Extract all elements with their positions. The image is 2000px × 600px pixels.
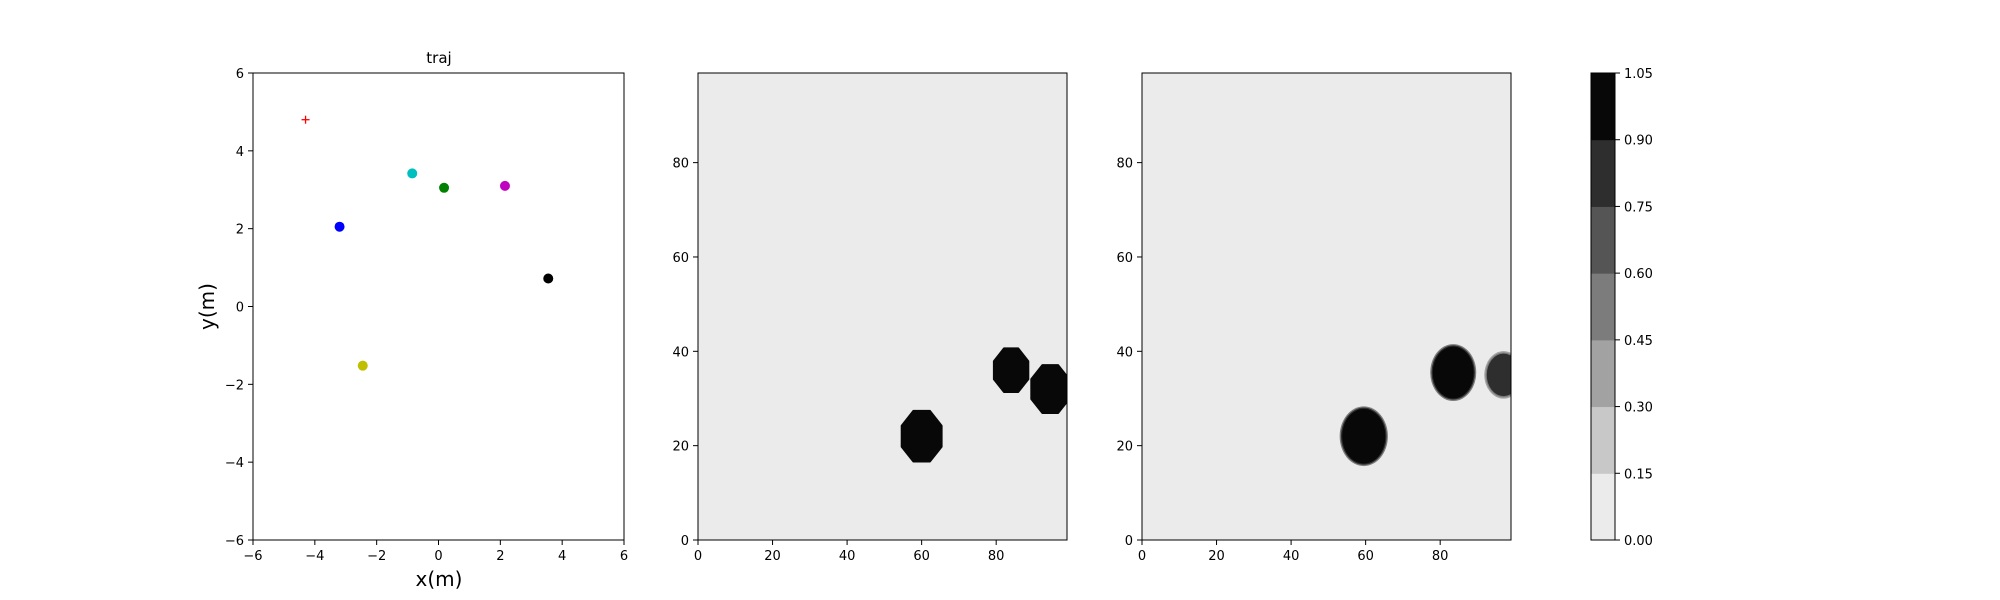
y-axis-ticks: 0 20 40 60 80	[1116, 157, 1142, 549]
colorbar-tick-label: 0.60	[1624, 267, 1653, 282]
occupancy-map-right: 0 20 40 60 80 0 20 40 60 80	[1116, 72, 1512, 564]
x-tick-label: 0	[1138, 549, 1146, 564]
y-tick-label: 80	[672, 157, 689, 172]
x-axis-label: x(m)	[416, 567, 463, 591]
heatmap-blob	[992, 347, 1030, 393]
plot-frame	[1141, 72, 1512, 541]
heatmap-blob	[1339, 406, 1388, 467]
colorbar-tick-label: 0.15	[1624, 467, 1653, 482]
y-tick-label: 4	[236, 145, 244, 160]
start-marker	[301, 115, 310, 124]
x-tick-label: 0	[434, 549, 442, 564]
y-tick-label: 20	[1116, 440, 1133, 455]
data-point	[357, 360, 368, 371]
y-tick-label: 20	[672, 440, 689, 455]
colorbar-level	[1591, 206, 1615, 274]
data-point	[334, 221, 345, 232]
x-tick-label: 4	[558, 549, 566, 564]
colorbar-tick-label: 0.45	[1624, 334, 1653, 349]
colorbar-levels	[1591, 73, 1615, 541]
colorbar-level	[1591, 406, 1615, 474]
x-axis-ticks: 0 20 40 60 80	[1138, 540, 1449, 564]
y-tick-label: 0	[1125, 534, 1133, 549]
colorbar-tick-label: 1.05	[1624, 67, 1653, 82]
x-tick-label: 40	[1283, 549, 1300, 564]
x-tick-label: 40	[839, 549, 856, 564]
data-point	[499, 180, 510, 191]
colorbar-tick-label: 0.00	[1624, 534, 1653, 549]
y-tick-label: 40	[1116, 345, 1133, 360]
x-tick-label: −2	[367, 549, 386, 564]
trajectory-points	[301, 115, 554, 371]
y-tick-label: 0	[681, 534, 689, 549]
x-tick-label: 60	[913, 549, 930, 564]
y-tick-label: 60	[1116, 251, 1133, 266]
plot-frame	[697, 72, 1068, 541]
y-axis-label: y(m)	[195, 283, 219, 330]
heatmap-blob	[900, 409, 943, 463]
colorbar-level	[1591, 339, 1615, 408]
x-tick-label: 20	[1208, 549, 1225, 564]
colorbar-level	[1591, 73, 1615, 141]
x-tick-label: 2	[496, 549, 504, 564]
y-tick-label: −2	[225, 378, 244, 393]
heatmap-blob	[1430, 344, 1477, 401]
colorbar-tick-label: 0.30	[1624, 401, 1653, 416]
x-tick-label: 80	[1432, 549, 1449, 564]
x-tick-label: 0	[694, 549, 702, 564]
y-tick-label: 40	[672, 345, 689, 360]
chart-title: traj	[426, 49, 451, 67]
data-point	[407, 168, 418, 179]
colorbar-level	[1591, 139, 1615, 207]
colorbar-level	[1591, 273, 1615, 341]
data-point	[439, 182, 450, 193]
y-tick-label: −6	[225, 534, 244, 549]
colorbar-frame	[1590, 72, 1616, 541]
occupancy-map-left: 0 20 40 60 80 0 20 40 60 80	[672, 72, 1068, 564]
heatmap-background	[1142, 73, 1511, 540]
x-tick-label: −4	[305, 549, 324, 564]
x-tick-label: 6	[620, 549, 628, 564]
colorbar-tick-label: 0.90	[1624, 134, 1653, 149]
x-tick-label: −6	[243, 549, 262, 564]
y-tick-label: −4	[225, 456, 244, 471]
y-axis-ticks: −6 −4 −2 0 2 4 6	[225, 67, 253, 549]
colorbar-level	[1591, 473, 1615, 541]
x-tick-label: 80	[988, 549, 1005, 564]
heatmap-cells	[1142, 73, 1511, 540]
y-tick-label: 60	[672, 251, 689, 266]
x-axis-ticks: 0 20 40 60 80	[694, 540, 1005, 564]
heatmap-blob	[1030, 364, 1067, 414]
heatmap-cells	[698, 73, 1067, 540]
colorbar-ticks: 0.00 0.15 0.30 0.45 0.60 0.75 0.90 1.05	[1615, 67, 1653, 549]
y-axis-ticks: 0 20 40 60 80	[672, 157, 698, 549]
y-tick-label: 2	[236, 223, 244, 238]
data-point	[543, 273, 554, 284]
heatmap-background	[698, 73, 1067, 540]
y-tick-label: 80	[1116, 157, 1133, 172]
x-tick-label: 60	[1357, 549, 1374, 564]
y-tick-label: 0	[236, 301, 244, 316]
heatmap-blob	[1484, 351, 1511, 399]
x-tick-label: 20	[764, 549, 781, 564]
colorbar: 0.00 0.15 0.30 0.45 0.60 0.75 0.90 1.05	[1590, 67, 1653, 549]
trajectory-plot: traj −6 −4 −2 0 2 4 6 −6 −4 −2 0 2 4 6 x(m) y(m)	[195, 49, 628, 591]
y-tick-label: 6	[236, 67, 244, 82]
x-axis-ticks: −6 −4 −2 0 2 4 6	[243, 540, 628, 564]
colorbar-tick-label: 0.75	[1624, 200, 1653, 215]
